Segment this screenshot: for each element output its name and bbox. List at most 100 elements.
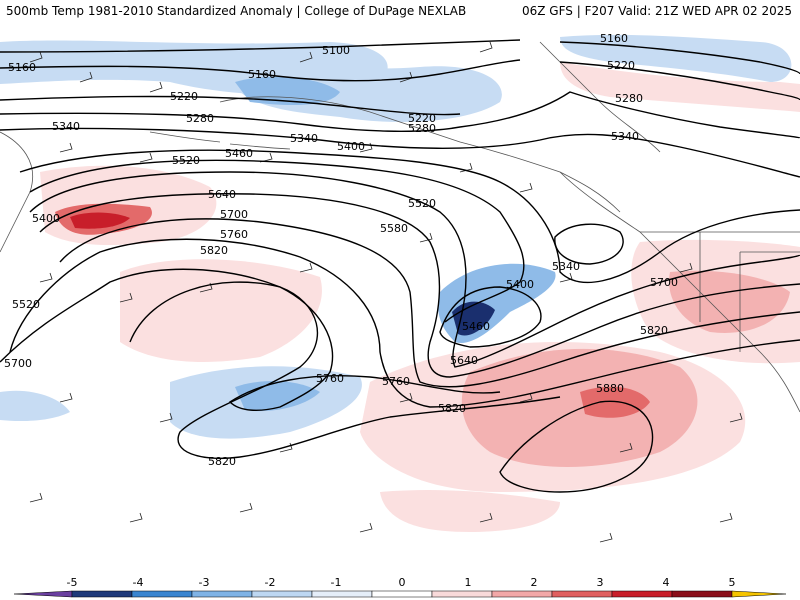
contour-label: 5820 [438,402,466,415]
anomaly-region-warm-ne [560,62,800,112]
colorbar-swatch [731,590,787,598]
anomaly-region-cold-ne [560,34,792,82]
contour-label: 5880 [596,382,624,395]
contour-label: 5820 [640,324,668,337]
contour-5760 [0,268,501,411]
contour-label: 5460 [462,320,490,333]
contour-label: 5520 [172,154,200,167]
colorbar-swatch [13,590,73,598]
contour-5220-ne [559,61,800,101]
colorbar-swatch [431,590,493,598]
contour-5520 [29,171,800,368]
contour-label: 5340 [290,132,318,145]
anomaly-region-cold-sw [0,390,70,422]
colorbar-tick-label: -4 [133,576,144,589]
contour-label: 5280 [615,92,643,105]
colorbar-swatch [551,590,613,598]
contour-5280 [0,91,800,139]
contour-label: 5100 [322,44,350,57]
anomaly-shading [0,34,800,532]
contour-label: 5520 [12,298,40,311]
colorbar-tick-label: -1 [331,576,342,589]
contour-5160-ne [559,41,800,75]
contour-closed-low-east [554,223,624,265]
coastlines [0,41,800,413]
colorbar-tick-label: 1 [465,576,472,589]
contour-label: 5580 [380,222,408,235]
contour-label: 5640 [450,354,478,367]
contour-5460 [29,159,525,323]
contour-label: 5160 [600,32,628,45]
wind-barb [59,392,743,453]
wind-barb [59,142,533,193]
colorbar-swatches [13,590,787,598]
contour-5700 [9,238,800,408]
map-title: 500mb Temp 1981-2010 Standardized Anomal… [6,4,467,18]
contour-label: 5760 [220,228,248,241]
contour-label: 5280 [408,122,436,135]
contour-label: 5340 [52,120,80,133]
contour-label: 5700 [650,276,678,289]
contour-5820 [129,281,561,459]
coastline-aleutians [149,131,291,150]
contour-5160-north [0,59,521,82]
anomaly-region-warm-nw-hot [70,212,130,229]
colorbar-tick-label: -5 [67,576,78,589]
colorbar-tick-label: 0 [399,576,406,589]
contour-5640 [59,218,800,388]
map-canvas: 5100 5160 5160 5160 5220 5220 5220 5280 … [0,22,800,575]
contour-label: 5520 [408,197,436,210]
colorbar-swatch [671,590,733,598]
colorbar-tick-label: -2 [265,576,276,589]
contour-label: 5160 [8,61,36,74]
colorbar-swatch [131,590,193,598]
contour-label: 5640 [208,188,236,201]
height-contours [0,39,800,493]
colorbar-swatch [371,590,433,598]
anomaly-region-warm-east-mid [669,270,790,333]
colorbar-swatch [251,590,313,598]
colorbar-tick-label: 3 [597,576,604,589]
contour-label: 5700 [4,357,32,370]
colorbar-tick-label: 2 [531,576,538,589]
contour-label: 5760 [316,372,344,385]
colorbar-tick-label: 4 [663,576,670,589]
contour-label: 5160 [248,68,276,81]
contour-label-group: 5100 5160 5160 5160 5220 5220 5220 5280 … [4,32,678,468]
contour-5460-loop [439,286,542,348]
model-run-info: 06Z GFS | F207 Valid: 21Z WED APR 02 202… [521,4,792,18]
contour-label: 5220 [170,90,198,103]
state-borders [640,231,800,352]
coastline-alaska [219,96,621,213]
contour-label: 5820 [200,244,228,257]
contour-5400 [19,149,800,284]
contour-label: 5760 [382,375,410,388]
wind-barb [29,492,733,543]
colorbar-swatch [71,590,133,598]
contour-label: 5220 [607,59,635,72]
wind-barbs [29,41,743,543]
colorbar-swatch [191,590,253,598]
contour-label: 5400 [337,140,365,153]
colorbar-tick-labels: -5 -4 -3 -2 -1 0 1 2 3 4 5 [67,576,736,589]
anomaly-region-warm-south [380,490,560,532]
contour-5580 [39,193,800,378]
header-bar: 500mb Temp 1981-2010 Standardized Anomal… [0,0,800,22]
contour-5340 [0,127,800,178]
coastline-canada [539,41,661,153]
contour-label: 5340 [611,130,639,143]
colorbar-swatch [611,590,673,598]
colorbar-tick-label: 5 [729,576,736,589]
anomaly-region-warm-se-mid [461,348,698,467]
contour-label: 5220 [408,112,436,125]
contour-label: 5820 [208,455,236,468]
contour-label: 5340 [552,260,580,273]
colorbar-tick-label: -3 [199,576,210,589]
contour-5100 [0,39,521,53]
colorbar-swatch [311,590,373,598]
contour-label: 5700 [220,208,248,221]
anomaly-region-warm-se-core [580,386,650,418]
colorbar-swatch [491,590,553,598]
anomaly-region-cold-core-north [235,76,340,105]
